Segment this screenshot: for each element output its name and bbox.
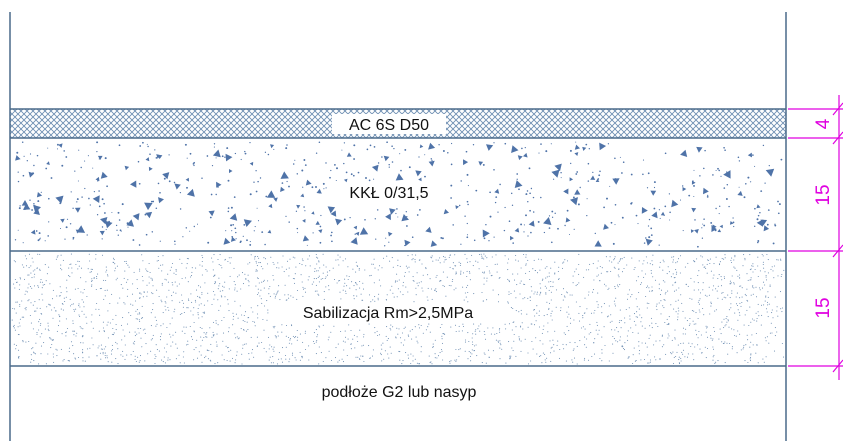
dimension-chain (788, 95, 843, 380)
tick-mark (832, 131, 843, 145)
tick-mark (832, 102, 843, 116)
aggregate-texture (14, 141, 783, 248)
tick-mark (832, 244, 843, 258)
stabilization-texture (11, 253, 785, 365)
dimension-value-aggregate: 15 (813, 184, 834, 205)
layer-label-stabilization: Sabilizacja Rm>2,5MPa (303, 305, 473, 322)
dimension-value-asphalt: 4 (813, 118, 834, 129)
layer-label-asphalt: AC 6S D50 (349, 117, 429, 134)
asphalt-label-backdrop (332, 114, 446, 134)
subgrade-label: podłoże G2 lub nasyp (322, 384, 477, 401)
tick-mark (832, 359, 843, 373)
layer-label-aggregate: KKŁ 0/31,5 (349, 185, 428, 202)
dimension-value-stabilization: 15 (813, 297, 834, 318)
